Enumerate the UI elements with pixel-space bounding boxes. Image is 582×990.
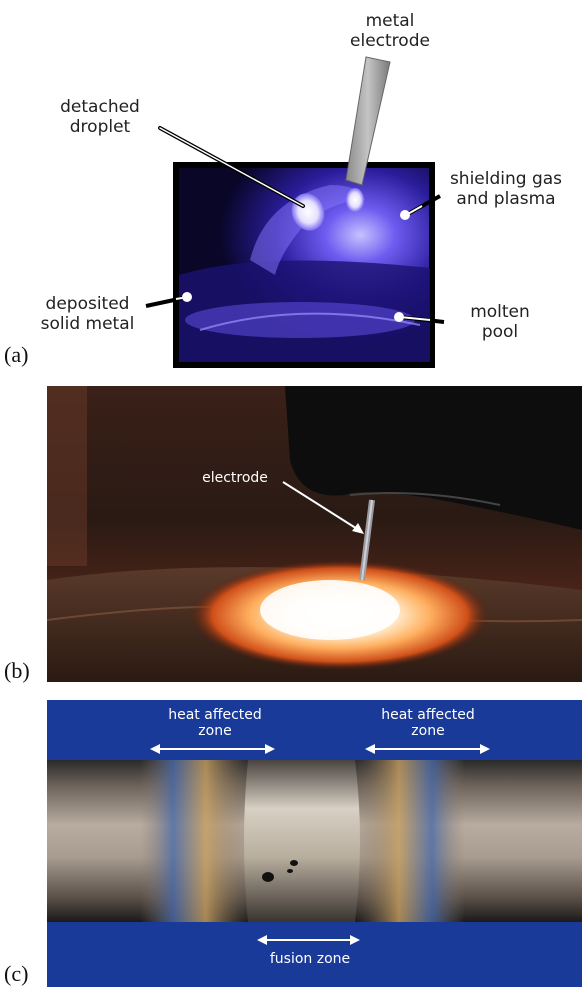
- label-haz-right-line2: zone: [411, 723, 445, 740]
- label-haz-left-line2: zone: [198, 723, 232, 740]
- panel-letter-a: (a): [4, 342, 29, 367]
- panel-b: electrode (b): [0, 380, 582, 690]
- panel-a: metal electrode detached droplet shieldi…: [0, 0, 582, 372]
- label-haz-right: heat affected zone: [353, 707, 503, 739]
- label-haz-left: heat affected zone: [140, 707, 290, 739]
- panel-b-photo: [46, 386, 582, 682]
- label-shielding-gas-line2: and plasma: [456, 188, 556, 209]
- label-haz-left-line1: heat affected: [168, 707, 262, 723]
- label-deposited-solid-metal: deposited solid metal: [30, 294, 145, 334]
- haz-right-arrow: [365, 744, 490, 754]
- label-detached-droplet-line1: detached: [60, 97, 140, 117]
- label-molten-pool-line1: molten: [470, 302, 530, 322]
- label-detached-droplet: detached droplet: [45, 97, 155, 137]
- fusion-zone-region: [244, 760, 360, 922]
- label-electrode: electrode: [202, 470, 268, 486]
- label-molten-pool: molten pool: [455, 302, 545, 342]
- panel-a-photo: [145, 56, 445, 368]
- label-molten-pool-line2: pool: [481, 321, 519, 342]
- label-detached-droplet-line2: droplet: [69, 116, 131, 137]
- label-metal-electrode: metal electrode: [335, 11, 445, 51]
- metal-electrode: [345, 56, 391, 186]
- panel-letter-b: (b): [4, 658, 30, 683]
- panel-c: heat affected zone heat affected zone fu…: [0, 695, 582, 990]
- label-deposited-line2: solid metal: [40, 313, 135, 334]
- panel-c-photo: [47, 700, 582, 987]
- label-haz-right-line1: heat affected: [381, 707, 475, 723]
- fusion-zone-arrow: [257, 935, 360, 945]
- label-fusion-zone: fusion zone: [269, 951, 351, 967]
- label-shielding-gas-line1: shielding gas: [449, 169, 563, 189]
- electrode-arrow: [282, 481, 363, 533]
- label-metal-electrode-line2: electrode: [350, 30, 430, 51]
- panel-letter-c: (c): [4, 961, 29, 986]
- haz-left-region: [140, 760, 250, 922]
- torch-nozzle: [285, 386, 582, 530]
- haz-left-arrow: [150, 744, 275, 754]
- haz-right-region: [355, 760, 465, 922]
- label-shielding-gas: shielding gas and plasma: [436, 169, 576, 209]
- label-metal-electrode-line1: metal: [365, 11, 415, 31]
- label-deposited-line1: deposited: [45, 294, 130, 314]
